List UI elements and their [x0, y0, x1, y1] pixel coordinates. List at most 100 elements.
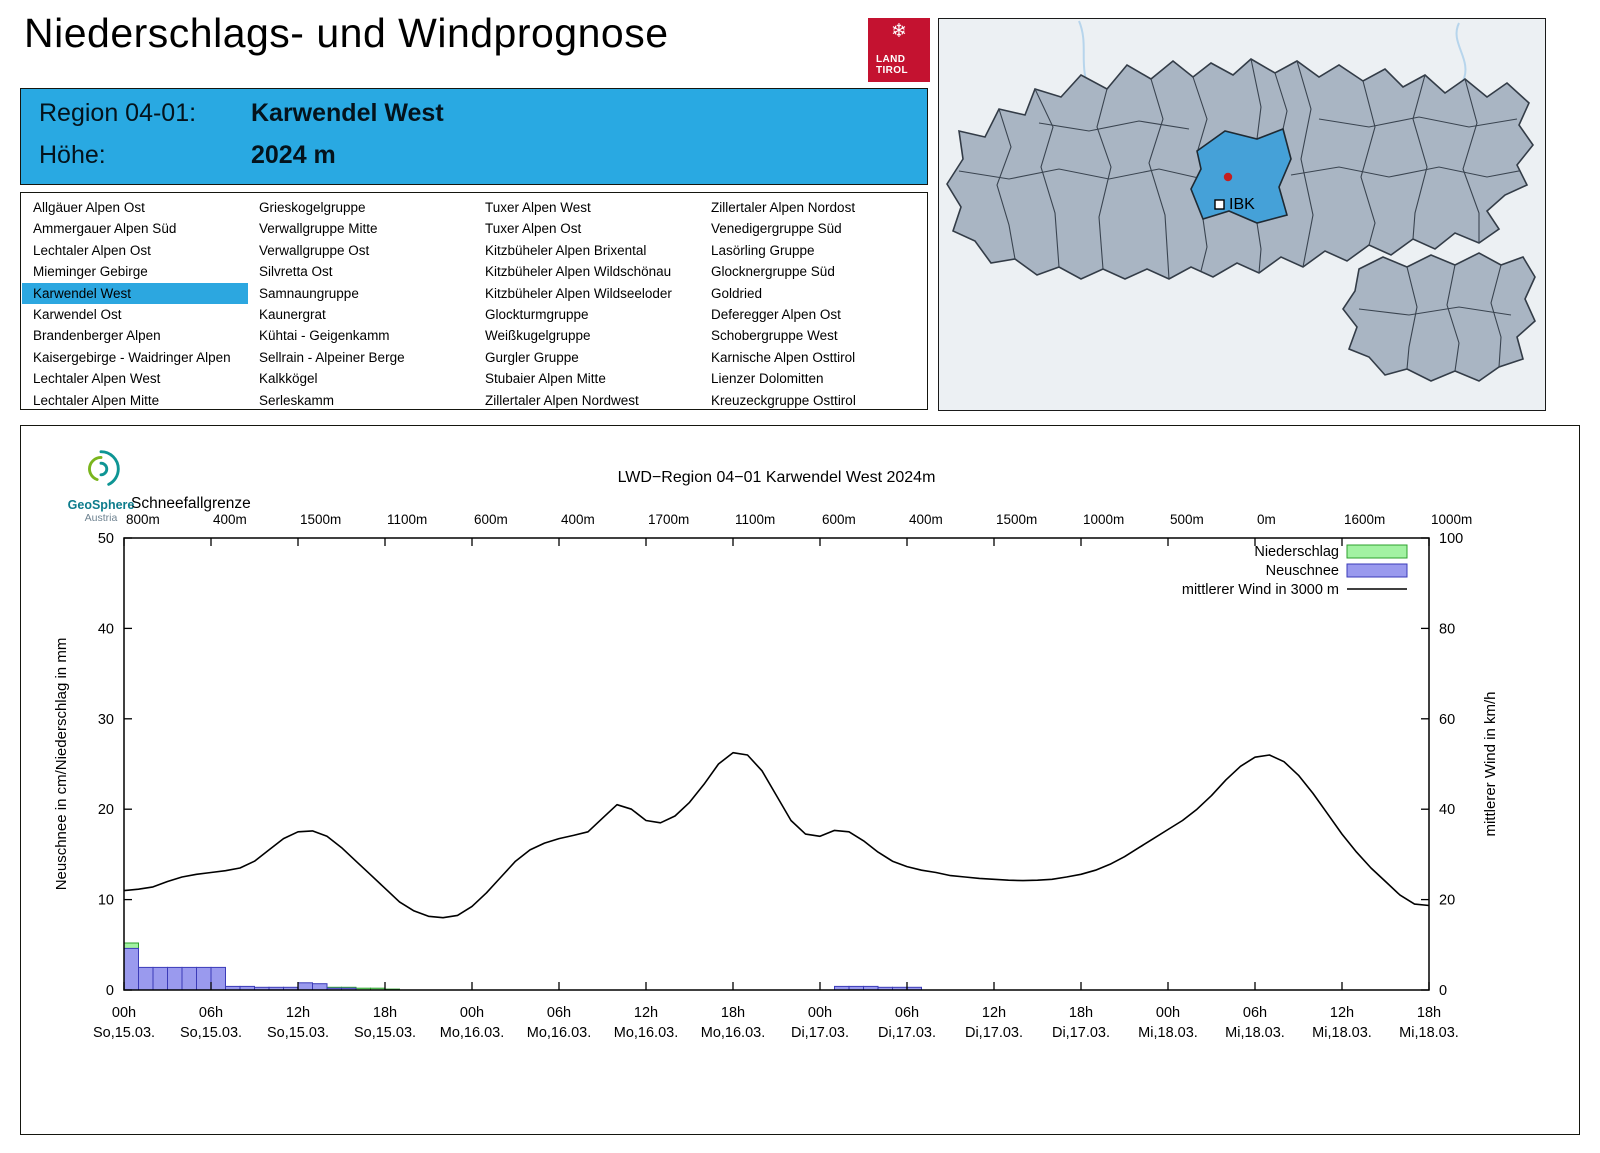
- svg-text:06h: 06h: [199, 1005, 223, 1021]
- svg-text:600m: 600m: [822, 512, 856, 527]
- region-list-item[interactable]: Kaisergebirge - Waidringer Alpen: [33, 349, 231, 365]
- region-list-item[interactable]: Gurgler Gruppe: [485, 349, 579, 365]
- region-list-item[interactable]: Grieskogelgruppe: [259, 200, 366, 215]
- region-list-item[interactable]: Allgäuer Alpen Ost: [33, 200, 145, 215]
- region-list-columns: Allgäuer Alpen Ost Ammergauer Alpen Süd Le…: [22, 197, 926, 409]
- svg-text:20: 20: [98, 802, 114, 818]
- region-label: Region 04-01:: [39, 99, 197, 127]
- svg-text:1700m: 1700m: [648, 512, 689, 527]
- region-list-item[interactable]: Silvretta Ost: [259, 264, 333, 280]
- svg-text:18h: 18h: [1417, 1005, 1441, 1021]
- region-list-column: Tuxer Alpen West Tuxer Alpen Ost Kitzbühel…: [474, 197, 700, 409]
- region-list-item[interactable]: Lienzer Dolomitten: [711, 371, 824, 387]
- region-list-item[interactable]: Kühtai - Geigenkamm: [259, 328, 390, 344]
- region-list-item[interactable]: Kalkkögel: [259, 371, 318, 387]
- svg-text:Mo,16.03.: Mo,16.03.: [440, 1025, 505, 1041]
- svg-text:60: 60: [1439, 712, 1455, 728]
- region-list-item[interactable]: Goldried: [711, 285, 763, 301]
- svg-text:00h: 00h: [808, 1005, 832, 1021]
- map-svg[interactable]: IBK: [939, 19, 1545, 410]
- region-list-item[interactable]: Kaunergrat: [259, 306, 326, 322]
- region-list-item[interactable]: Zillertaler Alpen Nordost: [711, 200, 856, 215]
- svg-text:00h: 00h: [1156, 1005, 1180, 1021]
- logo-line1: LAND: [876, 54, 906, 65]
- svg-text:Di,17.03.: Di,17.03.: [791, 1025, 849, 1041]
- ibk-square-marker: [1214, 199, 1225, 210]
- svg-text:100: 100: [1439, 531, 1463, 547]
- ibk-label: IBK: [1229, 196, 1255, 213]
- svg-text:Mi,18.03.: Mi,18.03.: [1399, 1025, 1459, 1041]
- region-list-item[interactable]: Lechtaler Alpen Mitte: [33, 392, 160, 408]
- svg-text:1100m: 1100m: [735, 512, 775, 527]
- region-list-item[interactable]: Kitzbüheler Alpen Wildschönau: [485, 264, 672, 280]
- svg-text:Neuschnee in cm/Niederschlag i: Neuschnee in cm/Niederschlag in mm: [53, 638, 70, 891]
- region-list-item[interactable]: Kreuzeckgruppe Osttirol: [711, 392, 856, 408]
- geosphere-country: Austria: [84, 512, 118, 524]
- svg-text:20: 20: [1439, 893, 1455, 909]
- region-list-item[interactable]: Karnische Alpen Osttirol: [711, 349, 856, 365]
- region-list-item[interactable]: Stubaier Alpen Mitte: [485, 371, 606, 387]
- region-list-item[interactable]: Zillertaler Alpen Nordwest: [485, 392, 639, 408]
- region-list-column: Grieskogelgruppe Verwallgruppe Mitte Verwa…: [248, 197, 474, 409]
- svg-text:30: 30: [98, 712, 114, 728]
- svg-text:18h: 18h: [1069, 1005, 1093, 1021]
- svg-text:40: 40: [1439, 802, 1455, 818]
- region-list-item[interactable]: Serleskamm: [259, 392, 335, 408]
- region-list-item[interactable]: Verwallgruppe Ost: [259, 242, 370, 258]
- svg-text:1000m: 1000m: [1431, 512, 1472, 527]
- region-list-column: Allgäuer Alpen Ost Ammergauer Alpen Süd Le…: [22, 197, 248, 409]
- region-list-item[interactable]: Glockturmgruppe: [485, 306, 589, 322]
- svg-text:Di,17.03.: Di,17.03.: [878, 1025, 936, 1041]
- region-list-item[interactable]: Kitzbüheler Alpen Brixental: [485, 242, 647, 258]
- region-list-item[interactable]: Samnaungruppe: [259, 285, 359, 301]
- svg-text:Mo,16.03.: Mo,16.03.: [527, 1025, 592, 1041]
- svg-text:50: 50: [98, 531, 114, 547]
- forecast-chart-panel: GeoSphere Austria 00h So,15.03. 800m 06h So,…: [20, 425, 1580, 1135]
- svg-text:Schneefallgrenze: Schneefallgrenze: [131, 495, 251, 512]
- region-list-item[interactable]: Lechtaler Alpen Ost: [33, 242, 151, 258]
- district-borders-east: [1358, 264, 1512, 372]
- svg-text:06h: 06h: [895, 1005, 919, 1021]
- svg-text:0: 0: [1439, 983, 1447, 999]
- district-borders: [958, 59, 1530, 279]
- region-list-item[interactable]: Deferegger Alpen Ost: [711, 306, 841, 322]
- land-tirol-logo-text: LAND TIROL: [868, 54, 930, 82]
- region-list-item[interactable]: Kitzbüheler Alpen Wildseeloder: [485, 285, 672, 301]
- svg-text:12h: 12h: [1330, 1005, 1354, 1021]
- svg-text:1600m: 1600m: [1344, 512, 1385, 527]
- region-list-item[interactable]: Lechtaler Alpen West: [33, 371, 161, 387]
- geosphere-swirl-icon: [88, 450, 120, 486]
- svg-text:Mi,18.03.: Mi,18.03.: [1225, 1025, 1285, 1041]
- region-list-item[interactable]: Tuxer Alpen Ost: [485, 221, 582, 237]
- region-list-item[interactable]: Karwendel Ost: [33, 306, 122, 322]
- tirol-region-map[interactable]: IBK: [938, 18, 1546, 411]
- region-list-item[interactable]: Weißkugelgruppe: [485, 328, 591, 344]
- region-list-column: Zillertaler Alpen Nordost Venedigergruppe…: [700, 197, 926, 409]
- svg-text:Mi,18.03.: Mi,18.03.: [1312, 1025, 1372, 1041]
- svg-text:18h: 18h: [373, 1005, 397, 1021]
- svg-text:Di,17.03.: Di,17.03.: [1052, 1025, 1110, 1041]
- river-line: [1455, 22, 1467, 82]
- region-list-item[interactable]: Mieminger Gebirge: [33, 264, 148, 280]
- region-list-item[interactable]: Sellrain - Alpeiner Berge: [259, 349, 405, 365]
- svg-text:So,15.03.: So,15.03.: [354, 1025, 416, 1041]
- region-list-item[interactable]: Schobergruppe West: [711, 328, 838, 344]
- region-list-item[interactable]: Glocknergruppe Süd: [711, 264, 835, 280]
- forecast-chart: 00hSo,15.03.800m06hSo,15.03.400m12hSo,15…: [53, 469, 1499, 1041]
- altitude-label: Höhe:: [39, 141, 106, 169]
- land-tirol-logo: ❄ LAND TIROL: [868, 18, 930, 82]
- region-list-item[interactable]: Lasörling Gruppe: [711, 242, 815, 258]
- region-list-item[interactable]: Brandenberger Alpen: [33, 328, 161, 344]
- region-list-item[interactable]: Venedigergruppe Süd: [711, 221, 842, 237]
- svg-text:Mo,16.03.: Mo,16.03.: [701, 1025, 766, 1041]
- svg-text:00h: 00h: [460, 1005, 484, 1021]
- svg-text:40: 40: [98, 621, 114, 637]
- svg-text:So,15.03.: So,15.03.: [93, 1025, 155, 1041]
- svg-text:Mo,16.03.: Mo,16.03.: [614, 1025, 679, 1041]
- region-list-item[interactable]: Ammergauer Alpen Süd: [33, 221, 177, 237]
- region-list-item[interactable]: Tuxer Alpen West: [485, 200, 591, 215]
- svg-text:Neuschnee: Neuschnee: [1266, 563, 1339, 579]
- geosphere-name: GeoSphere: [67, 498, 135, 512]
- region-list-item-selected[interactable]: Karwendel West: [22, 282, 248, 304]
- region-list-item[interactable]: Verwallgruppe Mitte: [259, 221, 378, 237]
